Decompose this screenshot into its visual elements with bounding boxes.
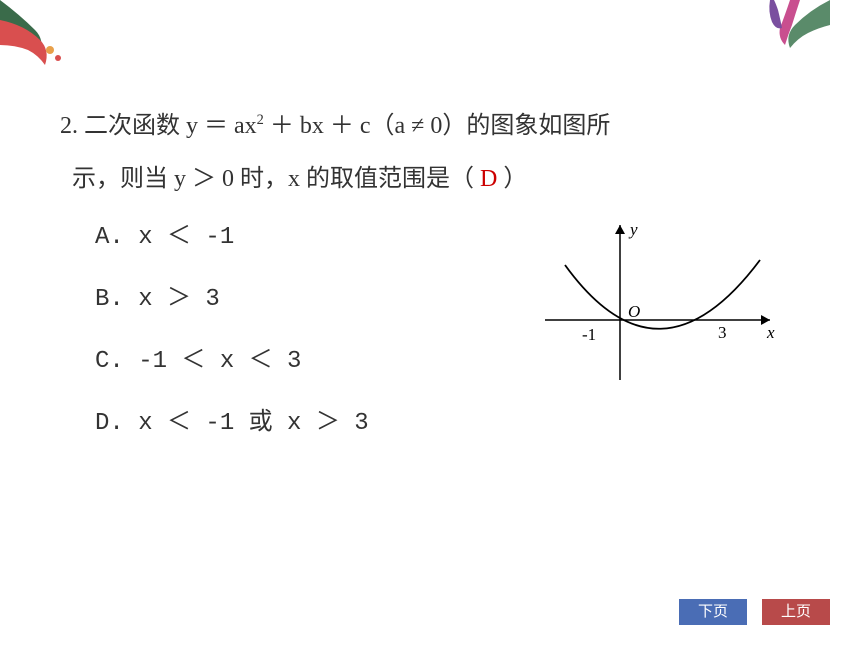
parabola-curve [565, 260, 760, 329]
question-sup: 2 [257, 112, 264, 128]
question-line2-after: ） [497, 166, 527, 192]
nav-buttons: 下页 上页 [679, 599, 830, 625]
decoration-top-left [0, 0, 100, 70]
question-text: 2. 二次函数 y ＝ ax2 ＋ bx ＋ c（a ≠ 0）的图象如图所 示，… [60, 100, 800, 206]
question-line1-after: ＋ bx ＋ c（a ≠ 0）的图象如图所 [264, 113, 610, 139]
prev-page-button[interactable]: 上页 [762, 599, 830, 625]
decoration-top-right [730, 0, 830, 60]
option-d: D. x ＜ -1 或 x ＞ 3 [95, 412, 800, 436]
x-intercept-right-label: 3 [718, 323, 727, 342]
answer-letter: D [480, 166, 497, 192]
question-number: 2. [60, 113, 78, 139]
question-line2-before: 示，则当 y ＞ 0 时，x 的取值范围是（ [72, 166, 480, 192]
y-axis-label: y [628, 220, 638, 239]
parabola-graph: y x O -1 3 [535, 210, 785, 390]
x-axis-label: x [766, 323, 775, 342]
origin-label: O [628, 302, 640, 321]
question-line1-before: 二次函数 y ＝ ax [84, 113, 257, 139]
x-intercept-left-label: -1 [582, 325, 596, 344]
next-page-button[interactable]: 下页 [679, 599, 747, 625]
